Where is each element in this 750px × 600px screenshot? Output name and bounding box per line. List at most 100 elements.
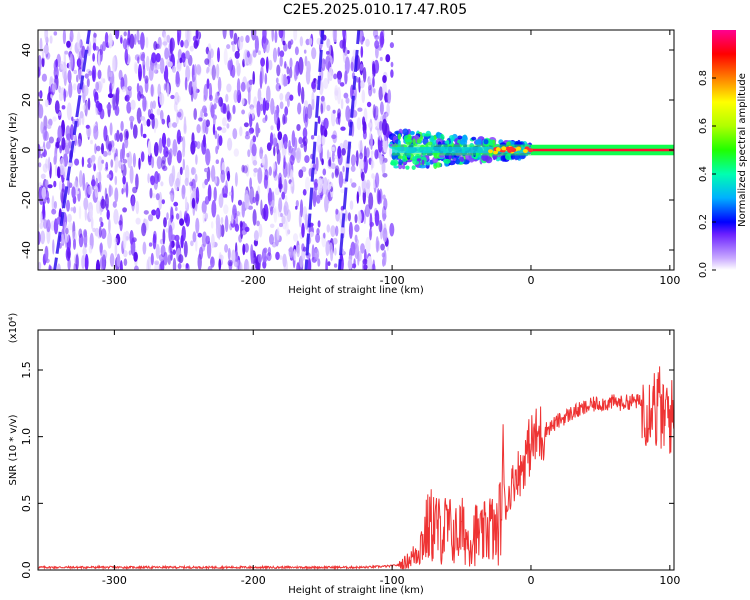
noise-dot <box>121 86 127 93</box>
noise-dot <box>270 206 274 216</box>
noise-dot <box>90 216 94 230</box>
noise-dot <box>349 200 354 210</box>
noise-dot <box>272 162 276 172</box>
noise-dot <box>88 70 93 76</box>
noise-dot <box>278 197 283 213</box>
signal-dot <box>444 140 449 144</box>
noise-dot <box>344 209 348 222</box>
noise-dot <box>379 130 382 141</box>
noise-dot <box>300 143 304 148</box>
noise-dot <box>326 224 331 233</box>
noise-dot <box>369 228 372 241</box>
noise-dot <box>38 143 41 159</box>
noise-dot <box>99 216 103 223</box>
noise-dot <box>374 149 379 160</box>
noise-dot <box>356 117 362 131</box>
signal-dot <box>471 136 477 141</box>
signal-dot <box>398 159 403 166</box>
noise-dot <box>389 42 394 49</box>
noise-dot <box>73 238 76 250</box>
noise-dot <box>78 116 82 126</box>
noise-dot <box>333 73 338 80</box>
noise-dot <box>252 71 255 85</box>
noise-dot <box>390 69 394 78</box>
noise-dot <box>257 88 262 102</box>
noise-dot <box>196 124 201 134</box>
noise-dot <box>327 183 332 190</box>
noise-dot <box>180 234 184 249</box>
x-tick-label: -300 <box>102 274 127 287</box>
noise-dot <box>150 108 153 115</box>
noise-dot <box>59 145 62 154</box>
noise-dot <box>151 193 156 199</box>
noise-dot <box>277 46 281 57</box>
noise-dot <box>381 160 386 175</box>
noise-dot <box>183 240 188 258</box>
noise-dot <box>95 100 101 109</box>
x-tick-label: -100 <box>380 274 405 287</box>
noise-dot <box>64 50 69 55</box>
noise-dot <box>255 122 259 138</box>
noise-dot <box>204 212 208 220</box>
noise-dot <box>379 101 384 115</box>
noise-dot <box>40 173 46 179</box>
noise-dot <box>176 111 182 118</box>
noise-dot <box>224 215 229 233</box>
noise-dot <box>357 210 362 225</box>
signal-dot <box>443 158 451 164</box>
noise-dot <box>331 146 336 152</box>
noise-dot <box>129 33 135 49</box>
noise-dot <box>166 137 171 148</box>
noise-dot <box>137 90 142 102</box>
noise-dot <box>99 242 103 253</box>
noise-dot <box>184 76 188 91</box>
noise-dot <box>145 36 149 49</box>
noise-dot <box>99 256 105 270</box>
noise-dot <box>295 147 302 164</box>
noise-dot <box>325 240 330 256</box>
noise-dot <box>168 173 174 187</box>
noise-dot <box>322 168 327 176</box>
noise-dot <box>238 211 242 218</box>
noise-dot <box>290 182 294 187</box>
noise-dot <box>190 86 194 102</box>
noise-dot <box>120 37 123 44</box>
noise-dot <box>382 194 386 200</box>
noise-dot <box>379 56 383 62</box>
noise-dot <box>176 150 182 164</box>
noise-dot <box>161 132 167 148</box>
noise-dot <box>96 200 101 214</box>
noise-dot <box>244 226 250 232</box>
noise-dot <box>247 86 251 105</box>
colorbar-tick-label: 0.4 <box>698 166 709 182</box>
noise-dot <box>97 69 102 80</box>
noise-dot <box>93 125 99 140</box>
noise-dot <box>233 212 238 229</box>
noise-dot <box>98 171 102 185</box>
signal-dot <box>528 148 534 153</box>
noise-dot <box>114 187 119 203</box>
noise-dot <box>38 231 41 245</box>
noise-dot <box>301 86 305 104</box>
noise-dot <box>108 185 114 196</box>
noise-dot <box>259 71 263 89</box>
noise-dot <box>375 172 380 188</box>
signal-dot <box>416 138 422 144</box>
noise-dot <box>204 167 208 173</box>
signal-dot <box>483 139 489 145</box>
noise-dot <box>347 259 353 270</box>
noise-dot <box>244 193 250 210</box>
noise-dot <box>228 191 232 196</box>
noise-dot <box>164 65 169 83</box>
noise-dot <box>296 124 301 131</box>
noise-dot <box>278 30 284 39</box>
noise-dot <box>234 50 240 59</box>
noise-dot <box>344 70 348 85</box>
noise-dot <box>223 204 229 215</box>
snr-line <box>38 366 674 570</box>
noise-dot <box>124 137 129 149</box>
noise-dot <box>213 186 217 202</box>
noise-dot <box>237 199 243 206</box>
noise-dot <box>325 258 328 270</box>
noise-dot <box>78 205 82 220</box>
